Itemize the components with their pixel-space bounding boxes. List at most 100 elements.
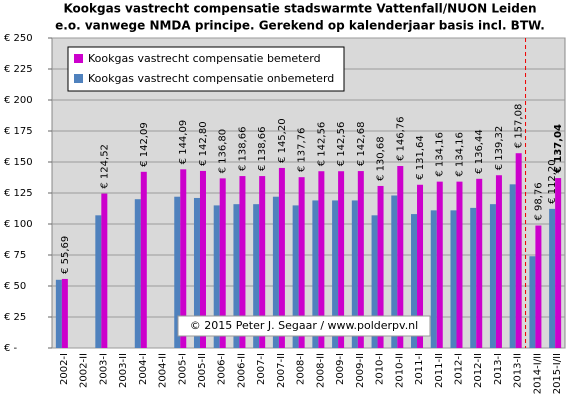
bar xyxy=(193,197,200,348)
chart-title: e.o. vanwege NMDA principe. Gerekend op … xyxy=(55,19,545,33)
bar xyxy=(61,278,68,348)
bar xyxy=(180,169,187,348)
x-tick-label: 2006-II xyxy=(236,353,247,388)
x-tick-label: 2002-II xyxy=(79,353,90,388)
bar xyxy=(278,167,285,348)
legend-label: Kookgas vastrecht compensatie bemeterd xyxy=(88,52,321,65)
y-tick-label: € 150 xyxy=(4,157,33,168)
value-label: € 157,08 xyxy=(514,104,525,149)
legend-swatch xyxy=(74,74,83,83)
x-tick-label: 2006-I xyxy=(217,353,228,385)
x-tick-label: 2012-I xyxy=(453,353,464,385)
bar xyxy=(377,185,384,348)
bar xyxy=(219,178,226,348)
bar xyxy=(233,204,240,348)
bar xyxy=(535,225,542,348)
x-tick-label: 2008-I xyxy=(296,353,307,385)
bar xyxy=(456,181,463,348)
bar xyxy=(101,193,108,348)
value-label: € 137,04 xyxy=(553,124,564,174)
value-label: € 145,20 xyxy=(277,118,288,163)
bar xyxy=(450,210,457,348)
bar xyxy=(351,200,358,348)
y-tick-label: € 125 xyxy=(4,188,33,199)
bar xyxy=(55,279,62,348)
x-tick-label: 2013-II xyxy=(513,353,524,388)
bar xyxy=(312,200,319,348)
x-tick-label: 2011-I xyxy=(414,353,425,385)
bar xyxy=(430,210,437,348)
bar xyxy=(371,215,378,348)
x-tick-label: 2009-II xyxy=(355,353,366,388)
y-tick-label: € 75 xyxy=(4,250,26,261)
value-label: € 138,66 xyxy=(237,127,248,172)
bar xyxy=(292,205,299,348)
bar xyxy=(140,171,147,348)
annotation: © 2015 Peter J. Segaar / www.polderpv.nl xyxy=(190,319,418,332)
x-tick-label: 2003-I xyxy=(98,353,109,385)
value-label: € 144,09 xyxy=(178,120,189,165)
bar xyxy=(391,195,398,348)
bar xyxy=(272,196,279,348)
bar xyxy=(259,176,266,348)
x-tick-label: 2003-II xyxy=(118,353,129,388)
bar xyxy=(318,171,325,348)
y-tick-label: € 25 xyxy=(4,312,26,323)
value-label: € 130,68 xyxy=(376,136,387,181)
x-tick-label: 2010-II xyxy=(394,353,405,388)
value-label: € 139,32 xyxy=(494,126,505,171)
y-tick-label: € 100 xyxy=(4,219,33,230)
bar xyxy=(489,204,496,348)
bar xyxy=(417,184,424,348)
value-label: € 134,16 xyxy=(435,132,446,177)
legend xyxy=(67,46,345,92)
bar xyxy=(411,214,418,348)
bar xyxy=(213,205,220,348)
bar xyxy=(509,184,516,348)
x-tick-label: 2007-I xyxy=(256,353,267,385)
value-label: € 142,56 xyxy=(336,122,347,167)
value-label: € 142,56 xyxy=(316,122,327,167)
x-tick-label: 2008-II xyxy=(315,353,326,388)
x-tick-label: 2012-II xyxy=(473,353,484,388)
value-label: € 112,20 xyxy=(547,159,558,204)
bar xyxy=(298,177,305,348)
y-tick-label: € - xyxy=(4,343,18,354)
legend-swatch xyxy=(74,54,83,63)
y-tick-label: € 225 xyxy=(4,64,33,75)
value-label: € 142,80 xyxy=(198,121,209,166)
bar xyxy=(476,178,483,348)
x-tick-label: 2007-II xyxy=(276,353,287,388)
bar xyxy=(549,208,556,348)
bar xyxy=(134,199,141,348)
y-tick-label: € 250 xyxy=(4,33,33,44)
bar xyxy=(529,256,536,348)
bar xyxy=(470,207,477,348)
value-label: € 137,76 xyxy=(297,128,308,173)
legend-label: Kookgas vastrecht compensatie onbemeterd xyxy=(88,72,334,85)
bar xyxy=(397,166,404,348)
value-label: € 142,68 xyxy=(356,122,367,167)
x-tick-label: 2005-II xyxy=(197,353,208,388)
x-tick-label: 2015-I/II xyxy=(552,353,563,394)
x-tick-label: 2014-I/II xyxy=(532,353,543,394)
bar xyxy=(495,175,502,348)
bar xyxy=(338,171,345,348)
y-tick-label: € 50 xyxy=(4,281,26,292)
x-tick-label: 2013-I xyxy=(493,353,504,385)
value-label: € 124,52 xyxy=(99,144,110,189)
bar xyxy=(555,178,562,348)
x-tick-label: 2009-I xyxy=(335,353,346,385)
x-tick-label: 2011-II xyxy=(434,353,445,388)
bar xyxy=(199,170,206,348)
x-tick-label: 2004-I xyxy=(138,353,149,385)
value-label: € 138,66 xyxy=(257,127,268,172)
bar xyxy=(332,200,339,348)
bar xyxy=(253,204,260,348)
value-label: € 142,09 xyxy=(139,122,150,167)
y-tick-label: € 200 xyxy=(4,95,33,106)
bar xyxy=(515,153,522,348)
value-label: € 55,69 xyxy=(60,236,71,274)
bar xyxy=(239,176,246,348)
